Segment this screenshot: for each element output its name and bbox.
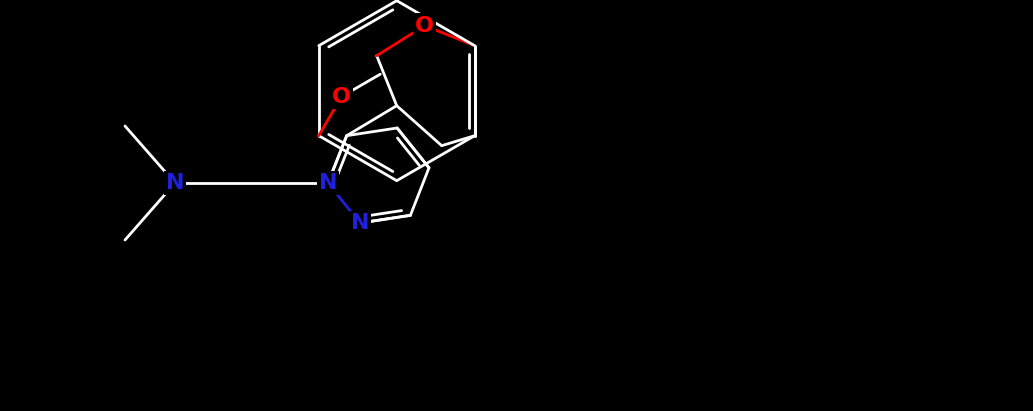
Text: N: N <box>165 173 184 193</box>
Text: O: O <box>415 16 434 36</box>
Text: N: N <box>319 173 337 193</box>
Text: N: N <box>351 213 369 233</box>
Text: O: O <box>332 87 351 107</box>
